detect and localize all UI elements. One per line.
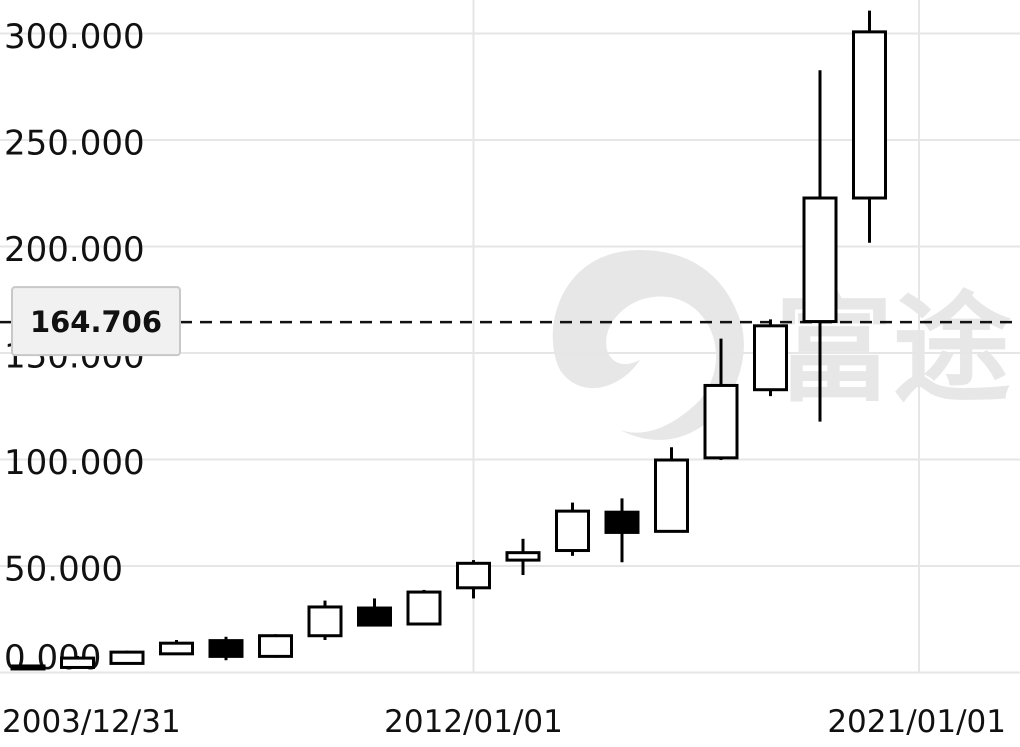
candle bbox=[357, 598, 392, 627]
candle bbox=[258, 634, 293, 658]
candle bbox=[208, 636, 244, 661]
y-tick-label: 250.000 bbox=[4, 124, 145, 164]
candle-body bbox=[654, 458, 689, 533]
candles bbox=[10, 10, 887, 671]
candle-body bbox=[307, 605, 343, 638]
watermark-logo-dot bbox=[611, 336, 639, 364]
x-tick-label: 2003/12/31 bbox=[2, 704, 181, 740]
y-tick-label: 100.000 bbox=[4, 443, 145, 483]
y-tick-label: 200.000 bbox=[4, 230, 145, 270]
candle-body bbox=[505, 551, 541, 562]
candle bbox=[604, 498, 640, 563]
candle-body bbox=[159, 641, 194, 656]
candle-body bbox=[852, 30, 887, 200]
x-axis: 2003/12/31 2012/01/01 2021/01/01 bbox=[2, 704, 1006, 740]
candle bbox=[852, 10, 887, 243]
candle bbox=[753, 319, 788, 397]
candle-body bbox=[357, 606, 392, 627]
candle bbox=[802, 70, 838, 422]
candle-body bbox=[802, 196, 838, 324]
candle-body bbox=[703, 383, 739, 460]
candle bbox=[10, 664, 46, 671]
candle bbox=[159, 639, 194, 656]
y-tick-label: 300.000 bbox=[4, 17, 145, 57]
candle-body bbox=[208, 639, 244, 658]
candle-body bbox=[604, 510, 640, 534]
candle bbox=[505, 538, 541, 576]
candle-body bbox=[753, 324, 788, 392]
candle-body bbox=[406, 590, 442, 626]
candle-body bbox=[60, 656, 95, 669]
x-tick-label: 2012/01/01 bbox=[384, 704, 563, 740]
candle bbox=[109, 650, 145, 665]
candle-body bbox=[555, 509, 590, 553]
candle-body bbox=[258, 634, 293, 658]
candle bbox=[703, 338, 739, 460]
reference-label-box bbox=[11, 286, 181, 357]
candle bbox=[406, 589, 442, 626]
reference-line-group: 164.706 bbox=[0, 286, 1020, 357]
y-tick-label: 50.000 bbox=[4, 550, 123, 590]
candle bbox=[60, 655, 95, 669]
x-tick-label: 2021/01/01 bbox=[827, 704, 1006, 740]
candle bbox=[456, 560, 491, 599]
reference-label: 164.706 bbox=[30, 305, 162, 339]
candle-body bbox=[109, 650, 145, 665]
candle bbox=[555, 502, 590, 556]
watermark-logo-icon bbox=[552, 250, 744, 440]
candle-body bbox=[10, 664, 46, 671]
candle bbox=[307, 600, 343, 640]
candle bbox=[654, 447, 689, 533]
candle-body bbox=[456, 561, 491, 590]
